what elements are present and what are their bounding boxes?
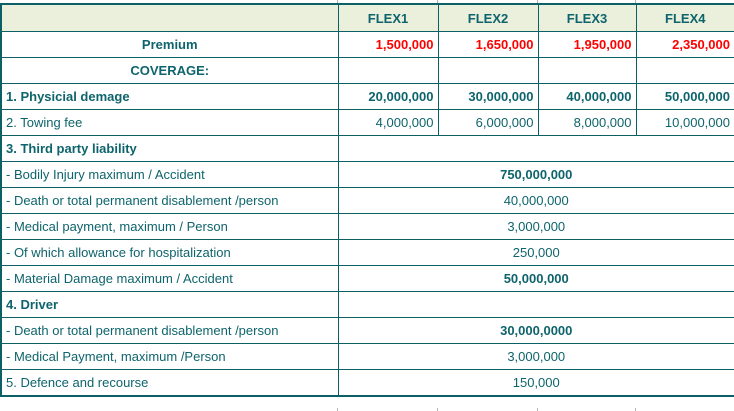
value-cell: 20,000,000	[337, 83, 439, 110]
table-row: Premium 1,500,000 1,650,000 1,950,000 2,350,…	[0, 31, 734, 58]
row-label: - Medical payment, maximum / Person	[0, 213, 339, 240]
value-cell	[537, 57, 637, 84]
value-cell: 1,650,000	[437, 31, 539, 58]
table-row: 1. Physicial demage 20,000,000 30,000,000 4…	[0, 83, 734, 110]
merged-value-cell: 3,000,000	[337, 213, 734, 240]
gridline-stub	[437, 0, 438, 3]
value-cell: 8,000,000	[537, 109, 637, 136]
value-cell: 4,000,000	[337, 109, 439, 136]
table-row: 5. Defence and recourse 150,000	[0, 369, 734, 397]
gridline-stub	[337, 0, 338, 3]
gridline-stub	[635, 0, 636, 3]
insurance-plan-comparison-table: FLEX1 FLEX2 FLEX3 FLEX4 Premium 1,500,000 1,6…	[0, 3, 734, 397]
table-body: Premium 1,500,000 1,650,000 1,950,000 2,350,…	[0, 31, 734, 397]
merged-value-cell: 250,000	[337, 239, 734, 266]
gridline-stub	[537, 408, 538, 411]
column-header-flex1: FLEX1	[337, 3, 439, 32]
table-row: 4. Driver	[0, 291, 734, 318]
merged-value-cell: 3,000,000	[337, 343, 734, 370]
row-label: - Material Damage maximum / Accident	[0, 265, 339, 292]
row-label: 4. Driver	[0, 291, 339, 318]
table-row: - Death or total permanent disablement /…	[0, 317, 734, 344]
table-row: 3. Third party liability	[0, 135, 734, 162]
row-label: - Medical Payment, maximum /Person	[0, 343, 339, 370]
row-label: 5. Defence and recourse	[0, 369, 339, 397]
column-header-flex2: FLEX2	[437, 3, 539, 32]
header-row: FLEX1 FLEX2 FLEX3 FLEX4	[0, 3, 734, 32]
value-cell: 2,350,000	[635, 31, 734, 58]
corner-cell	[0, 3, 339, 32]
table-row: - Death or total permanent disablement /…	[0, 187, 734, 214]
row-label: 2. Towing fee	[0, 109, 339, 136]
gridline-stub	[537, 0, 538, 3]
row-label: 1. Physicial demage	[0, 83, 339, 110]
table-row: - Material Damage maximum / Accident 50,0…	[0, 265, 734, 292]
row-label: - Bodily Injury maximum / Accident	[0, 161, 339, 188]
table-row: COVERAGE:	[0, 57, 734, 84]
value-cell	[437, 57, 539, 84]
column-header-flex3: FLEX3	[537, 3, 637, 32]
merged-empty-cell	[337, 291, 734, 318]
gridline-stub	[337, 408, 338, 411]
gridline-stub	[437, 408, 438, 411]
value-cell: 10,000,000	[635, 109, 734, 136]
value-cell	[635, 57, 734, 84]
value-cell: 30,000,000	[437, 83, 539, 110]
row-label: COVERAGE:	[0, 57, 339, 84]
table-row: 2. Towing fee 4,000,000 6,000,000 8,000,000…	[0, 109, 734, 136]
merged-empty-cell	[337, 135, 734, 162]
merged-value-cell: 30,000,0000	[337, 317, 734, 344]
table-row: - Of which allowance for hospitalization…	[0, 239, 734, 266]
value-cell: 40,000,000	[537, 83, 637, 110]
row-label: - Of which allowance for hospitalization	[0, 239, 339, 266]
table-row: - Medical Payment, maximum /Person 3,000,…	[0, 343, 734, 370]
table-row: - Medical payment, maximum / Person 3,000…	[0, 213, 734, 240]
row-label: - Death or total permanent disablement /…	[0, 317, 339, 344]
value-cell: 6,000,000	[437, 109, 539, 136]
row-label: 3. Third party liability	[0, 135, 339, 162]
merged-value-cell: 750,000,000	[337, 161, 734, 188]
merged-value-cell: 150,000	[337, 369, 734, 397]
value-cell	[337, 57, 439, 84]
value-cell: 50,000,000	[635, 83, 734, 110]
gridline-stub	[635, 408, 636, 411]
row-label: - Death or total permanent disablement /…	[0, 187, 339, 214]
column-header-flex4: FLEX4	[635, 3, 734, 32]
merged-value-cell: 40,000,000	[337, 187, 734, 214]
value-cell: 1,950,000	[537, 31, 637, 58]
value-cell: 1,500,000	[337, 31, 439, 58]
merged-value-cell: 50,000,000	[337, 265, 734, 292]
row-label: Premium	[0, 31, 339, 58]
table-row: - Bodily Injury maximum / Accident 750,00…	[0, 161, 734, 188]
